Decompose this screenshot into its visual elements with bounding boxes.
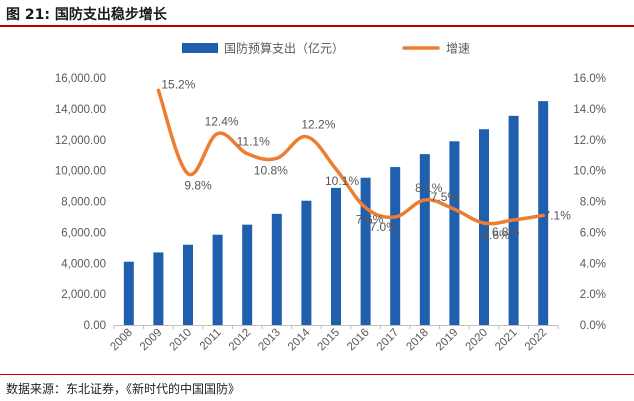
x-tick-label: 2010 xyxy=(168,327,195,354)
data-label: 9.8% xyxy=(184,179,212,193)
x-tick-label: 2012 xyxy=(227,327,254,354)
bar xyxy=(123,261,134,325)
x-tick-label: 2014 xyxy=(286,326,313,353)
y-left-tick-label: 12,000.00 xyxy=(55,135,106,147)
y-left-tick-label: 10,000.00 xyxy=(55,166,106,178)
x-tick-label: 2021 xyxy=(493,327,520,354)
data-label: 12.2% xyxy=(301,118,335,132)
bar xyxy=(538,101,549,325)
growth-line-path xyxy=(156,88,545,226)
figure-label: 图 21: xyxy=(6,7,50,23)
x-tick-label: 2018 xyxy=(404,327,431,354)
x-tick-label: 2020 xyxy=(464,327,491,354)
y-left-tick-label: 14,000.00 xyxy=(55,104,106,116)
title-rule xyxy=(0,25,634,27)
defense-spending-chart: 国防预算支出（亿元） 增速 0.00 2,000.00 4,000.00 6,000.0… xyxy=(55,41,606,354)
x-tick-label: 2017 xyxy=(375,327,402,354)
y-right-tick-label: 12.0% xyxy=(573,135,606,147)
legend-swatch-bar xyxy=(182,43,218,53)
legend-label-line: 增速 xyxy=(446,42,470,56)
y-left-tick-label: 0.00 xyxy=(84,320,106,332)
x-tick-label: 2008 xyxy=(108,327,135,354)
x-tick-label: 2019 xyxy=(434,327,461,354)
data-label: 12.4% xyxy=(205,115,239,129)
growth-line xyxy=(156,88,545,226)
bar xyxy=(479,129,489,325)
axes: 0.00 2,000.00 4,000.00 6,000.00 8,000.00 10,0… xyxy=(55,73,606,353)
data-label: 7.5% xyxy=(431,190,459,204)
source-rule xyxy=(0,374,634,375)
data-label: 6.8% xyxy=(492,225,520,239)
source-note: 数据来源：东北证券，《新时代的中国国防》 xyxy=(6,382,241,396)
figure-title: 图 21: 国防支出稳步增长 xyxy=(6,4,167,24)
figure-title-text: 国防支出稳步增长 xyxy=(54,7,167,23)
y-right-tick-label: 10.0% xyxy=(573,166,606,178)
legend: 国防预算支出（亿元） 增速 xyxy=(182,41,470,56)
bar xyxy=(360,177,371,325)
bar xyxy=(212,234,223,325)
data-label: 11.1% xyxy=(237,135,270,149)
x-tick-label: 2015 xyxy=(316,327,343,354)
y-right-tick-label: 0.0% xyxy=(580,320,606,332)
x-tick-label: 2016 xyxy=(345,327,372,354)
data-label: 8.1% xyxy=(415,181,443,195)
data-label: 7.1% xyxy=(544,208,572,222)
bar xyxy=(271,213,282,325)
bar xyxy=(183,244,193,325)
y-left-tick-label: 8,000.00 xyxy=(61,197,106,209)
bar xyxy=(390,167,401,325)
y-left-tick-label: 2,000.00 xyxy=(61,289,106,301)
bars xyxy=(123,101,549,326)
bar xyxy=(242,224,253,325)
bar xyxy=(449,141,460,325)
y-left-tick-label: 6,000.00 xyxy=(61,227,106,239)
data-labels: 15.2%9.8%12.4%11.1%10.8%12.2%10.1%7.6%7.… xyxy=(161,77,571,242)
data-label: 7.6% xyxy=(356,213,384,227)
y-right-tick-label: 16.0% xyxy=(573,73,606,85)
data-label: 6.6% xyxy=(482,228,510,242)
x-tick-label: 2009 xyxy=(138,327,165,354)
x-tick-label: 2011 xyxy=(198,327,224,353)
bar xyxy=(153,252,164,325)
data-label: 10.8% xyxy=(254,163,288,177)
y-right-tick-label: 6.0% xyxy=(580,227,606,239)
bar xyxy=(419,154,430,325)
y-right-tick-label: 14.0% xyxy=(573,104,606,116)
data-label: 15.2% xyxy=(161,77,195,91)
y-left-tick-label: 16,000.00 xyxy=(55,73,106,85)
bar xyxy=(331,187,341,325)
x-tick-label: 2022 xyxy=(523,327,550,354)
data-label: 7.0% xyxy=(370,220,398,234)
y-right-tick-label: 4.0% xyxy=(580,258,606,270)
y-right-tick-label: 8.0% xyxy=(580,197,606,209)
y-right-tick-label: 2.0% xyxy=(580,289,606,301)
bar xyxy=(301,200,312,325)
data-label: 10.1% xyxy=(325,174,359,188)
x-tick-label: 2013 xyxy=(256,327,283,354)
legend-label-bar: 国防预算支出（亿元） xyxy=(224,41,344,56)
y-left-tick-label: 4,000.00 xyxy=(61,258,106,270)
